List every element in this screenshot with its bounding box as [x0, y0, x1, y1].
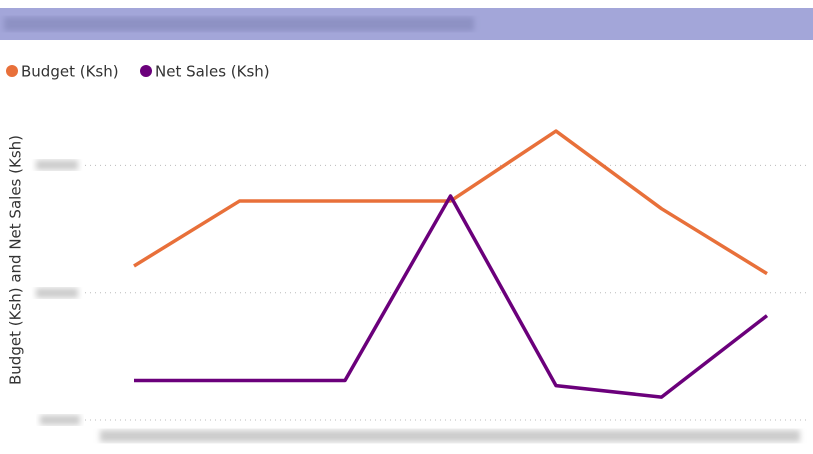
blurred-tick [36, 160, 78, 170]
series-line [134, 194, 769, 399]
blurred-x-labels [100, 430, 800, 442]
blurred-tick [36, 288, 78, 298]
legend-marker [140, 65, 152, 77]
y-axis-label: Budget (Ksh) and Net Sales (Ksh) [7, 135, 25, 385]
legend-label: Net Sales (Ksh) [155, 63, 270, 81]
blurred-title [4, 17, 474, 31]
blurred-tick [40, 415, 80, 425]
legend-marker [6, 65, 18, 77]
legend-label: Budget (Ksh) [21, 63, 119, 81]
series-line [133, 129, 768, 276]
